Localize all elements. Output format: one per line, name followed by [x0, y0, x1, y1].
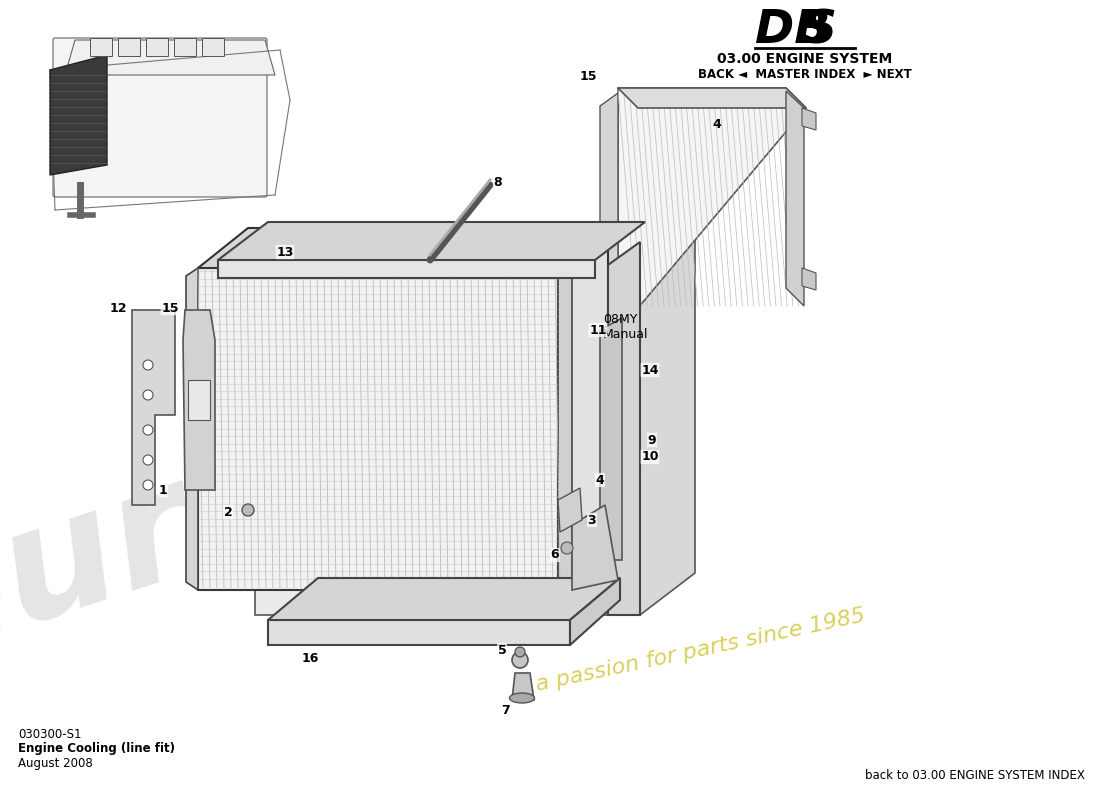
- Circle shape: [515, 647, 525, 657]
- Bar: [146, 38, 168, 56]
- Polygon shape: [218, 260, 595, 278]
- Text: 13: 13: [276, 246, 294, 258]
- Polygon shape: [183, 310, 215, 490]
- Text: 15: 15: [580, 70, 596, 83]
- Circle shape: [512, 652, 528, 668]
- Text: 3: 3: [587, 514, 596, 526]
- Polygon shape: [366, 460, 431, 502]
- Polygon shape: [512, 383, 562, 445]
- Polygon shape: [517, 462, 558, 529]
- Circle shape: [143, 455, 153, 465]
- Polygon shape: [802, 268, 816, 290]
- Text: 15: 15: [162, 302, 178, 314]
- Polygon shape: [50, 55, 107, 175]
- Polygon shape: [600, 318, 621, 560]
- Bar: [118, 38, 140, 56]
- Circle shape: [348, 453, 362, 467]
- Text: 030300-S1: 030300-S1: [18, 728, 81, 741]
- Polygon shape: [640, 226, 695, 615]
- Text: BACK ◄  MASTER INDEX  ► NEXT: BACK ◄ MASTER INDEX ► NEXT: [698, 68, 912, 81]
- Polygon shape: [618, 88, 806, 308]
- Polygon shape: [255, 268, 640, 615]
- Ellipse shape: [509, 693, 535, 703]
- Circle shape: [561, 542, 573, 554]
- Text: a passion for parts since 1985: a passion for parts since 1985: [534, 606, 867, 694]
- Polygon shape: [786, 91, 804, 306]
- Polygon shape: [802, 108, 816, 130]
- Text: August 2008: August 2008: [18, 757, 92, 770]
- Text: 10: 10: [641, 450, 659, 463]
- Text: DB: DB: [755, 8, 830, 53]
- Polygon shape: [326, 471, 358, 538]
- Circle shape: [143, 390, 153, 400]
- Bar: [174, 38, 196, 56]
- Polygon shape: [519, 418, 586, 450]
- Polygon shape: [255, 226, 695, 268]
- Text: 4: 4: [713, 118, 722, 131]
- Polygon shape: [364, 423, 431, 455]
- Polygon shape: [362, 467, 403, 534]
- Circle shape: [143, 425, 153, 435]
- Text: Engine Cooling (line fit): Engine Cooling (line fit): [18, 742, 175, 755]
- Text: 2: 2: [223, 506, 232, 518]
- Text: 1: 1: [158, 483, 167, 497]
- Text: 12: 12: [109, 302, 126, 314]
- Text: 03.00 ENGINE SYSTEM: 03.00 ENGINE SYSTEM: [717, 52, 892, 66]
- Text: 4: 4: [595, 474, 604, 486]
- Polygon shape: [608, 242, 640, 615]
- Polygon shape: [558, 488, 582, 532]
- Circle shape: [143, 360, 153, 370]
- Polygon shape: [481, 466, 512, 533]
- Polygon shape: [218, 222, 645, 260]
- Circle shape: [143, 480, 153, 490]
- Polygon shape: [521, 455, 586, 496]
- Polygon shape: [441, 463, 504, 513]
- Polygon shape: [198, 228, 608, 268]
- Polygon shape: [188, 380, 210, 420]
- Text: 8: 8: [494, 175, 503, 189]
- Polygon shape: [444, 394, 500, 451]
- Polygon shape: [558, 228, 608, 590]
- Text: euroPa: euroPa: [0, 350, 521, 690]
- FancyBboxPatch shape: [53, 38, 267, 197]
- Polygon shape: [65, 40, 275, 75]
- Polygon shape: [600, 93, 618, 300]
- Polygon shape: [570, 578, 620, 645]
- Polygon shape: [186, 268, 198, 590]
- Circle shape: [267, 372, 443, 548]
- Text: 16: 16: [301, 651, 319, 665]
- Circle shape: [336, 441, 374, 479]
- Polygon shape: [358, 388, 407, 450]
- Text: 08MY: 08MY: [603, 313, 637, 326]
- Text: Manual: Manual: [603, 328, 649, 341]
- Text: 9: 9: [648, 434, 657, 446]
- Polygon shape: [433, 438, 499, 466]
- Polygon shape: [268, 578, 620, 620]
- Circle shape: [503, 448, 517, 462]
- Text: 5: 5: [497, 643, 506, 657]
- Circle shape: [242, 504, 254, 516]
- Text: 6: 6: [551, 549, 559, 562]
- Polygon shape: [268, 620, 570, 645]
- Polygon shape: [278, 443, 344, 471]
- Text: back to 03.00 ENGINE SYSTEM INDEX: back to 03.00 ENGINE SYSTEM INDEX: [865, 769, 1085, 782]
- Polygon shape: [572, 505, 618, 590]
- Polygon shape: [198, 268, 558, 590]
- Bar: [202, 38, 224, 56]
- Circle shape: [491, 436, 529, 474]
- Polygon shape: [512, 673, 534, 700]
- Circle shape: [422, 367, 598, 543]
- Text: 14: 14: [641, 363, 659, 377]
- Polygon shape: [486, 378, 513, 445]
- Text: 11: 11: [590, 323, 607, 337]
- Polygon shape: [331, 382, 359, 450]
- Text: S: S: [802, 8, 836, 53]
- Polygon shape: [558, 268, 572, 590]
- Text: 7: 7: [500, 703, 509, 717]
- Polygon shape: [132, 310, 175, 505]
- Polygon shape: [618, 88, 806, 108]
- Bar: [90, 38, 112, 56]
- Polygon shape: [286, 468, 350, 518]
- Polygon shape: [289, 398, 345, 456]
